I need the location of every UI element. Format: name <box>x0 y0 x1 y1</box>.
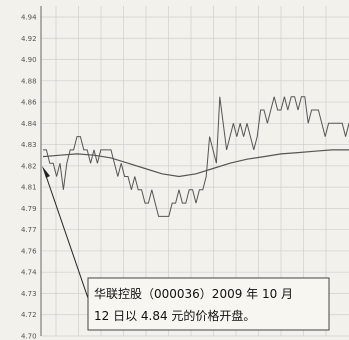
y-tick-label: 4.94 <box>21 14 37 22</box>
y-tick-label: 4.86 <box>21 99 37 107</box>
y-tick-label: 4.92 <box>21 35 37 43</box>
y-tick-label: 4.84 <box>21 120 37 128</box>
y-axis-ticks: 4.94 4.92 4.90 4.88 4.86 4.84 4.83 4.82 4.81 4.79… <box>21 14 37 340</box>
callout-text-line2: 12 日以 4.84 元的价格开盘。 <box>94 308 255 323</box>
series-group <box>42 96 349 217</box>
y-tick-label: 4.82 <box>21 162 37 170</box>
y-tick-label: 4.83 <box>21 141 37 149</box>
y-tick-label: 4.74 <box>21 269 37 277</box>
callout-text-line1: 华联控股（000036）2009 年 10 月 <box>94 287 293 301</box>
y-tick-label: 4.73 <box>21 290 37 298</box>
y-tick-label: 4.76 <box>21 247 37 255</box>
price-series-line <box>43 96 349 217</box>
callout-arrow-shaft <box>43 169 91 305</box>
callout-box <box>87 277 330 331</box>
average-series-line <box>42 149 349 178</box>
y-tick-label: 4.90 <box>21 56 37 64</box>
y-tick-label: 4.88 <box>21 77 37 85</box>
y-tick-label: 4.70 <box>21 333 37 340</box>
callout-arrowhead <box>42 166 50 178</box>
y-tick-label: 4.72 <box>21 311 37 319</box>
y-tick-label: 4.77 <box>21 226 37 234</box>
y-tick-label: 4.81 <box>21 184 37 192</box>
y-tick-label: 4.79 <box>21 205 37 213</box>
